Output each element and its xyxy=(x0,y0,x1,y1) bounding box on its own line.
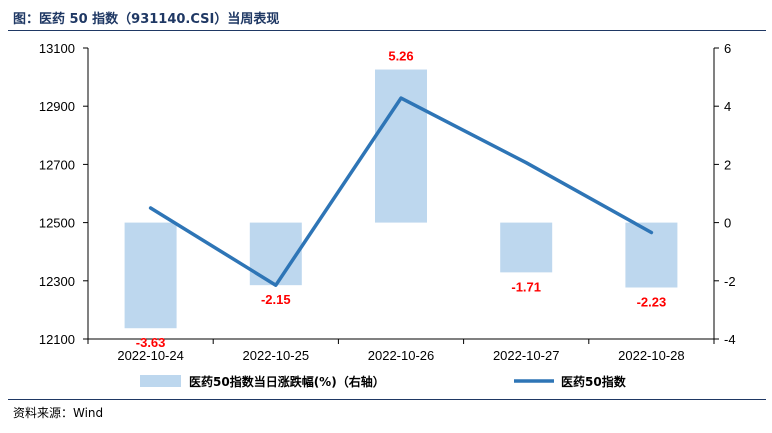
legend-bar-swatch xyxy=(140,375,181,387)
x-tick-label: 2022-10-25 xyxy=(243,348,310,363)
right-tick-label: 0 xyxy=(724,216,731,231)
right-tick-label: 4 xyxy=(724,99,731,114)
left-tick-label: 13100 xyxy=(39,41,75,56)
x-tick-label: 2022-10-24 xyxy=(117,348,184,363)
legend: 医药50指数当日涨跌幅(%)（右轴） 医药50指数 xyxy=(140,374,627,389)
left-tick-label: 12500 xyxy=(39,216,75,231)
x-tick-label: 2022-10-27 xyxy=(493,348,560,363)
bar-data-label: -2.15 xyxy=(261,292,291,307)
bottom-rule xyxy=(8,399,766,400)
axes-layer: 12100 12300 12500 12700 12900 13100 -4 -2 0 2 4 6 20… xyxy=(39,41,736,363)
right-tick-label: 6 xyxy=(724,41,731,56)
bar-data-label: -1.71 xyxy=(511,279,541,294)
right-tick-label: -2 xyxy=(724,274,736,289)
bar xyxy=(500,222,553,273)
bar xyxy=(124,222,177,329)
top-rule xyxy=(8,30,766,31)
x-tick-label: 2022-10-28 xyxy=(618,348,685,363)
chart-title: 图：医药 50 指数（931140.CSI）当周表现 xyxy=(13,12,280,27)
right-tick-label: -4 xyxy=(724,332,736,347)
legend-line-label: 医药50指数 xyxy=(561,374,627,389)
left-tick-label: 12700 xyxy=(39,157,75,172)
labels-layer: -3.63 -2.15 5.26 -1.71 -2.23 xyxy=(136,49,666,351)
line-layer xyxy=(148,96,654,287)
chart: 12100 12300 12500 12700 12900 13100 -4 -2 0 2 4 6 20… xyxy=(39,41,736,389)
bars-layer xyxy=(124,69,678,329)
left-tick-label: 12100 xyxy=(39,332,75,347)
legend-bar-label: 医药50指数当日涨跌幅(%)（右轴） xyxy=(189,374,385,389)
right-tick-label: 2 xyxy=(724,157,731,172)
source-note: 资料来源：Wind xyxy=(13,406,104,420)
x-tick-label: 2022-10-26 xyxy=(368,348,435,363)
bar xyxy=(375,69,427,223)
left-tick-label: 12900 xyxy=(39,99,75,114)
left-tick-label: 12300 xyxy=(39,274,75,289)
bar-data-label: 5.26 xyxy=(388,49,413,64)
bar-data-label: -2.23 xyxy=(637,294,667,309)
bar-data-label: -3.63 xyxy=(136,335,166,350)
